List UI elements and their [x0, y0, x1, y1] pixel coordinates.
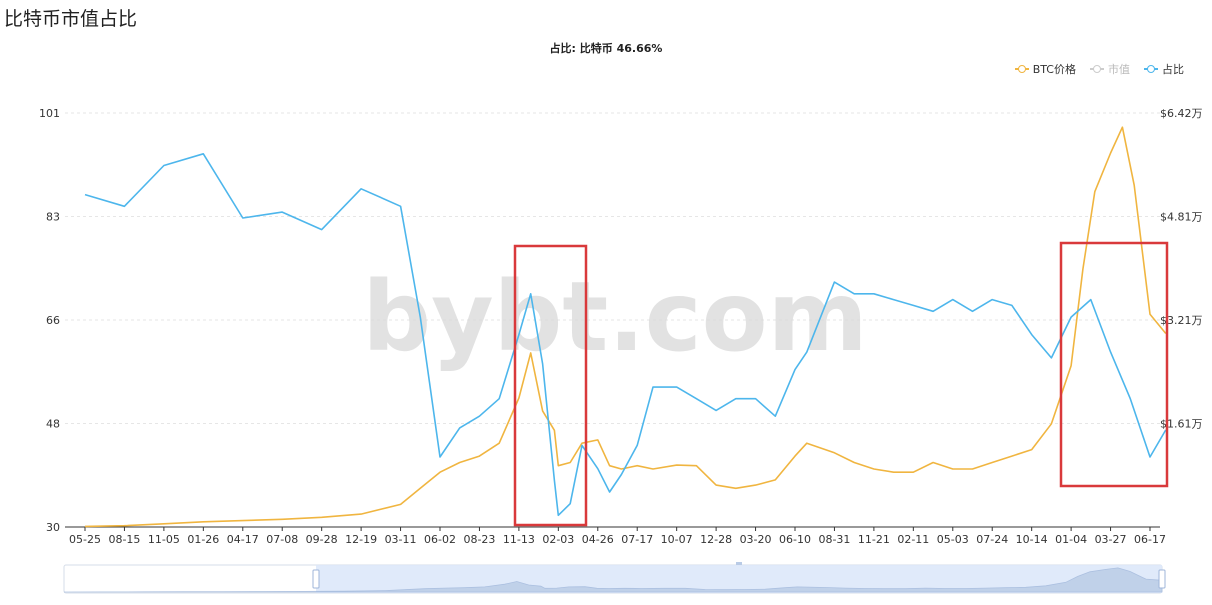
x-tick-label: 02-11 [897, 533, 929, 546]
chart-title-value: 46.66% [616, 42, 663, 55]
x-tick-label: 05-25 [69, 533, 101, 546]
chart-legend: BTC价格 市值 占比 [1014, 61, 1184, 77]
x-tick-label: 07-24 [976, 533, 1008, 546]
y-left-tick-label: 101 [39, 107, 60, 120]
y-right-tick-label: $6.42万 [1160, 107, 1203, 120]
legend-line-marker-icon [1144, 64, 1158, 74]
watermark-text: bybt.com [362, 261, 867, 373]
x-tick-label: 07-08 [266, 533, 298, 546]
chart-title: 占比: 比特币 46.66% [0, 40, 1212, 56]
y-right-tick-label: $1.61万 [1160, 418, 1203, 431]
x-tick-label: 06-17 [1134, 533, 1166, 546]
x-tick-label: 03-27 [1095, 533, 1127, 546]
y-left-tick-label: 83 [46, 211, 60, 224]
legend-item-market-cap[interactable]: 市值 [1090, 61, 1130, 77]
x-tick-label: 12-19 [345, 533, 377, 546]
x-tick-label: 03-20 [740, 533, 772, 546]
x-tick-label: 08-23 [463, 533, 495, 546]
zoom-slider-right-handle[interactable] [1158, 569, 1166, 589]
page-title: 比特币市值占比 [4, 8, 138, 30]
legend-line-marker-icon [1090, 64, 1104, 74]
legend-item-dominance[interactable]: 占比 [1144, 61, 1184, 77]
y-right-tick-label: $4.81万 [1160, 211, 1203, 224]
zoom-slider-left-handle[interactable] [312, 569, 320, 589]
y-left-tick-label: 66 [46, 314, 60, 327]
zoom-slider-preview [63, 567, 1163, 593]
y-left-tick-label: 30 [46, 521, 60, 534]
zoom-slider-drag-icon[interactable] [736, 562, 742, 565]
legend-line-marker-icon [1014, 64, 1029, 74]
y-left-tick-label: 48 [46, 418, 60, 431]
y-right-tick-label: $3.21万 [1160, 314, 1203, 327]
highlight-box [1059, 241, 1169, 488]
x-tick-label: 01-04 [1055, 533, 1087, 546]
x-tick-label: 08-31 [818, 533, 850, 546]
x-tick-label: 10-14 [1016, 533, 1048, 546]
legend-label: BTC价格 [1032, 63, 1076, 76]
legend-label: 市值 [1108, 63, 1130, 76]
x-tick-label: 03-11 [385, 533, 417, 546]
x-tick-label: 09-28 [306, 533, 338, 546]
highlight-box [513, 244, 588, 527]
x-tick-label: 04-17 [227, 533, 259, 546]
x-tick-label: 12-28 [700, 533, 732, 546]
chart-title-label: 占比: [549, 42, 576, 55]
x-tick-label: 06-02 [424, 533, 456, 546]
x-tick-label: 11-13 [503, 533, 535, 546]
dominance-line [84, 153, 1167, 517]
x-tick-label: 04-26 [582, 533, 614, 546]
legend-label: 占比 [1162, 63, 1184, 76]
x-tick-label: 11-21 [858, 533, 890, 546]
x-tick-label: 06-10 [779, 533, 811, 546]
chart-title-series: 比特币 [579, 42, 613, 55]
x-tick-label: 10-07 [661, 533, 693, 546]
btc-price-line [84, 126, 1167, 528]
x-tick-label: 07-17 [621, 533, 653, 546]
x-tick-label: 01-26 [187, 533, 219, 546]
x-tick-label: 05-03 [937, 533, 969, 546]
x-tick-label: 08-15 [108, 533, 140, 546]
x-tick-label: 11-05 [148, 533, 180, 546]
legend-item-btc-price[interactable]: BTC价格 [1014, 61, 1076, 77]
x-tick-label: 02-03 [542, 533, 574, 546]
